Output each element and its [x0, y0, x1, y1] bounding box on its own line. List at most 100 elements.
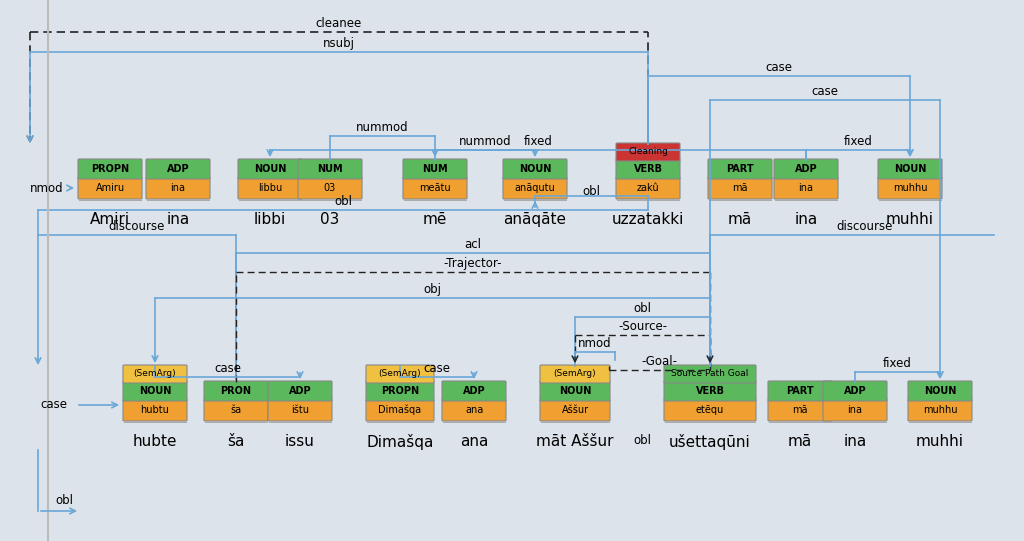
- Text: VERB: VERB: [695, 386, 725, 396]
- FancyBboxPatch shape: [878, 159, 942, 179]
- Text: obl: obl: [334, 195, 352, 208]
- Text: muhhu: muhhu: [893, 183, 928, 193]
- FancyBboxPatch shape: [403, 177, 467, 199]
- Text: -Goal-: -Goal-: [641, 355, 678, 368]
- Text: NOUN: NOUN: [924, 386, 956, 396]
- FancyBboxPatch shape: [268, 399, 332, 421]
- Text: hubte: hubte: [133, 434, 177, 449]
- Text: ana: ana: [465, 405, 483, 415]
- Text: fixed: fixed: [883, 357, 912, 370]
- FancyBboxPatch shape: [78, 177, 142, 199]
- FancyBboxPatch shape: [540, 365, 610, 383]
- Text: ša: ša: [227, 434, 245, 449]
- Text: 03: 03: [324, 183, 336, 193]
- Text: Dimašqa: Dimašqa: [379, 405, 422, 415]
- FancyBboxPatch shape: [204, 399, 268, 421]
- Text: libbi: libbi: [254, 212, 286, 227]
- FancyBboxPatch shape: [238, 177, 302, 199]
- Text: NOUN: NOUN: [519, 164, 551, 174]
- Text: acl: acl: [465, 238, 481, 251]
- FancyBboxPatch shape: [616, 159, 680, 179]
- FancyBboxPatch shape: [268, 381, 332, 401]
- Text: anāqutu: anāqutu: [515, 183, 555, 193]
- FancyBboxPatch shape: [204, 381, 268, 401]
- Text: ina: ina: [844, 434, 866, 449]
- Text: issu: issu: [285, 434, 315, 449]
- Text: mā: mā: [728, 212, 752, 227]
- FancyBboxPatch shape: [768, 399, 831, 421]
- Text: muhhi: muhhi: [886, 212, 934, 227]
- Text: 03: 03: [321, 212, 340, 227]
- FancyBboxPatch shape: [403, 159, 467, 179]
- FancyBboxPatch shape: [664, 381, 756, 401]
- Text: Cleaning: Cleaning: [628, 148, 668, 156]
- Text: (SemArg): (SemArg): [554, 370, 596, 379]
- Text: ištu: ištu: [291, 405, 309, 415]
- FancyBboxPatch shape: [146, 159, 210, 179]
- FancyBboxPatch shape: [366, 399, 434, 421]
- FancyBboxPatch shape: [123, 365, 187, 383]
- Text: (SemArg): (SemArg): [134, 370, 176, 379]
- Text: obl: obl: [583, 185, 600, 198]
- Text: Aššur: Aššur: [561, 405, 589, 415]
- Text: obl: obl: [55, 494, 73, 507]
- Text: ADP: ADP: [289, 386, 311, 396]
- Text: case: case: [214, 362, 241, 375]
- FancyBboxPatch shape: [78, 159, 142, 179]
- Text: ušettaqūni: ušettaqūni: [669, 434, 751, 450]
- Text: uzzatakki: uzzatakki: [611, 212, 684, 227]
- Text: muhhu: muhhu: [923, 405, 957, 415]
- Text: case: case: [424, 362, 451, 375]
- Text: case: case: [40, 399, 67, 412]
- FancyBboxPatch shape: [442, 399, 506, 421]
- Text: Source Path Goal: Source Path Goal: [672, 370, 749, 379]
- Text: -Source-: -Source-: [617, 320, 667, 333]
- Text: meātu: meātu: [419, 183, 451, 193]
- Text: ša: ša: [230, 405, 242, 415]
- FancyBboxPatch shape: [878, 177, 942, 199]
- Text: NUM: NUM: [317, 164, 343, 174]
- FancyBboxPatch shape: [366, 365, 434, 383]
- Text: cleanee: cleanee: [315, 17, 362, 30]
- Text: PART: PART: [726, 164, 754, 174]
- Text: Amiri: Amiri: [90, 212, 130, 227]
- Text: VERB: VERB: [634, 164, 663, 174]
- FancyBboxPatch shape: [238, 159, 302, 179]
- Text: ina: ina: [171, 183, 185, 193]
- Text: nummod: nummod: [459, 135, 511, 148]
- Text: PROPN: PROPN: [91, 164, 129, 174]
- Text: nsubj: nsubj: [323, 37, 355, 50]
- FancyBboxPatch shape: [908, 381, 972, 401]
- Text: nmod: nmod: [579, 337, 611, 350]
- Text: NUM: NUM: [422, 164, 447, 174]
- Text: obj: obj: [424, 283, 441, 296]
- FancyBboxPatch shape: [503, 159, 567, 179]
- Text: discourse: discourse: [109, 220, 165, 233]
- Text: NOUN: NOUN: [894, 164, 926, 174]
- Text: PRON: PRON: [220, 386, 252, 396]
- Text: (SemArg): (SemArg): [379, 370, 421, 379]
- Text: obl: obl: [634, 302, 651, 315]
- Text: case: case: [766, 61, 793, 74]
- FancyBboxPatch shape: [774, 159, 838, 179]
- Text: ADP: ADP: [463, 386, 485, 396]
- FancyBboxPatch shape: [442, 381, 506, 401]
- Text: ana: ana: [460, 434, 488, 449]
- FancyBboxPatch shape: [823, 399, 887, 421]
- Text: mē: mē: [423, 212, 447, 227]
- Text: ADP: ADP: [844, 386, 866, 396]
- Text: ina: ina: [799, 183, 813, 193]
- FancyBboxPatch shape: [146, 177, 210, 199]
- Text: nummod: nummod: [356, 121, 409, 134]
- FancyBboxPatch shape: [708, 177, 772, 199]
- Text: ADP: ADP: [167, 164, 189, 174]
- Text: ina: ina: [795, 212, 817, 227]
- FancyBboxPatch shape: [298, 159, 362, 179]
- Text: ADP: ADP: [795, 164, 817, 174]
- Text: etēqu: etēqu: [696, 405, 724, 415]
- Text: mā: mā: [732, 183, 748, 193]
- Text: -Trajector-: -Trajector-: [443, 257, 502, 270]
- Text: case: case: [811, 85, 839, 98]
- FancyBboxPatch shape: [768, 381, 831, 401]
- Text: hubtu: hubtu: [140, 405, 169, 415]
